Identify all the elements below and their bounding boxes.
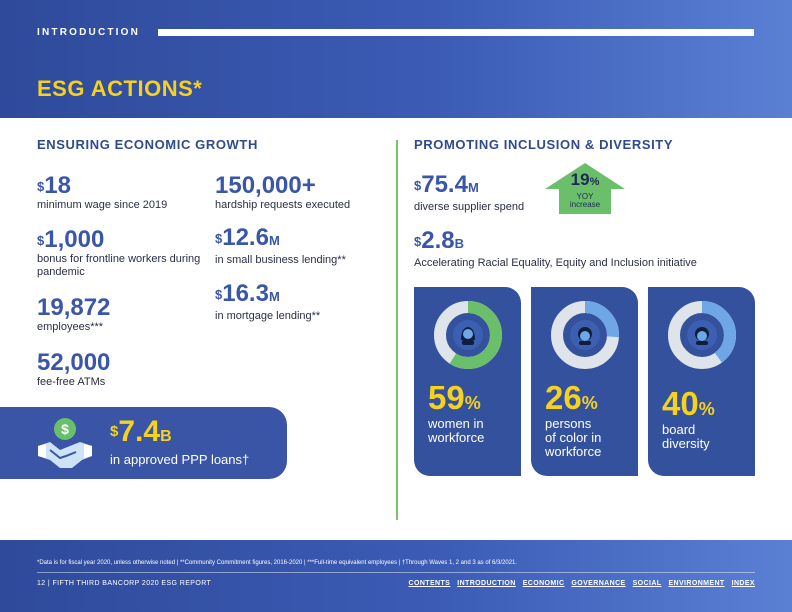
header-band [0,0,792,118]
nav-index-link[interactable]: INDEX [731,580,755,587]
section-label: INTRODUCTION [37,27,141,38]
nav-governance-link[interactable]: GOVERNANCE [571,580,626,587]
ppp-value: $7.4B [110,415,172,448]
yoy-label: YOY increase [569,192,601,209]
card-women-workforce: 59% women in workforce [414,287,521,476]
handshake-dollar-icon: $ [38,418,92,468]
page-title: ESG ACTIONS* [37,76,203,101]
person-icon [578,327,592,345]
person-icon [695,327,709,345]
nav-social-link[interactable]: SOCIAL [632,580,662,587]
nav-introduction-link[interactable]: INTRODUCTION [457,580,516,587]
stat-supplier-spend: $75.4M diverse supplier spend [414,171,525,214]
up-arrow-icon [545,163,625,214]
stat-hardship: 150,000+ hardship requests executed [215,172,351,212]
footer-nav: CONTENTS INTRODUCTION ECONOMIC GOVERNANC… [409,580,755,587]
page-info: 12 | FIFTH THIRD BANCORP 2020 ESG REPORT [37,580,212,587]
footnote: *Data is for fiscal year 2020, unless ot… [37,560,518,566]
header-rule [158,29,754,36]
stat-mortgage: $16.3M in mortgage lending** [215,280,321,323]
footer-rule [37,572,755,573]
donut-women [434,301,502,369]
stat-employees: 19,872 employees*** [37,294,111,334]
woman-icon [461,327,475,345]
column-divider [396,140,398,520]
nav-contents-link[interactable]: CONTENTS [408,580,451,587]
donut-persons-of-color [551,301,619,369]
yoy-percent: 19% [570,170,600,189]
stat-min-wage: $18 minimum wage since 2019 [37,172,168,212]
ppp-description: in approved PPP loans† [110,452,250,467]
donut-board-diversity [668,301,736,369]
stat-small-business: $12.6M in small business lending** [215,224,346,267]
stat-atms: 52,000 fee-free ATMs [37,349,111,389]
footer-band [0,540,792,612]
nav-environment-link[interactable]: ENVIRONMENT [668,580,725,587]
nav-economic-link[interactable]: ECONOMIC [522,580,565,587]
inclusion-heading: PROMOTING INCLUSION & DIVERSITY [414,137,674,152]
card-board-diversity: 40% board diversity [648,287,755,476]
card-persons-of-color: 26% persons of color in workforce [531,287,638,476]
economic-growth-heading: ENSURING ECONOMIC GROWTH [37,137,258,152]
stat-bonus: $1,000 bonus for frontline workers durin… [37,226,201,279]
stat-initiative: $2.8B Accelerating Racial Equality, Equi… [414,227,697,270]
svg-text:$: $ [61,421,69,437]
